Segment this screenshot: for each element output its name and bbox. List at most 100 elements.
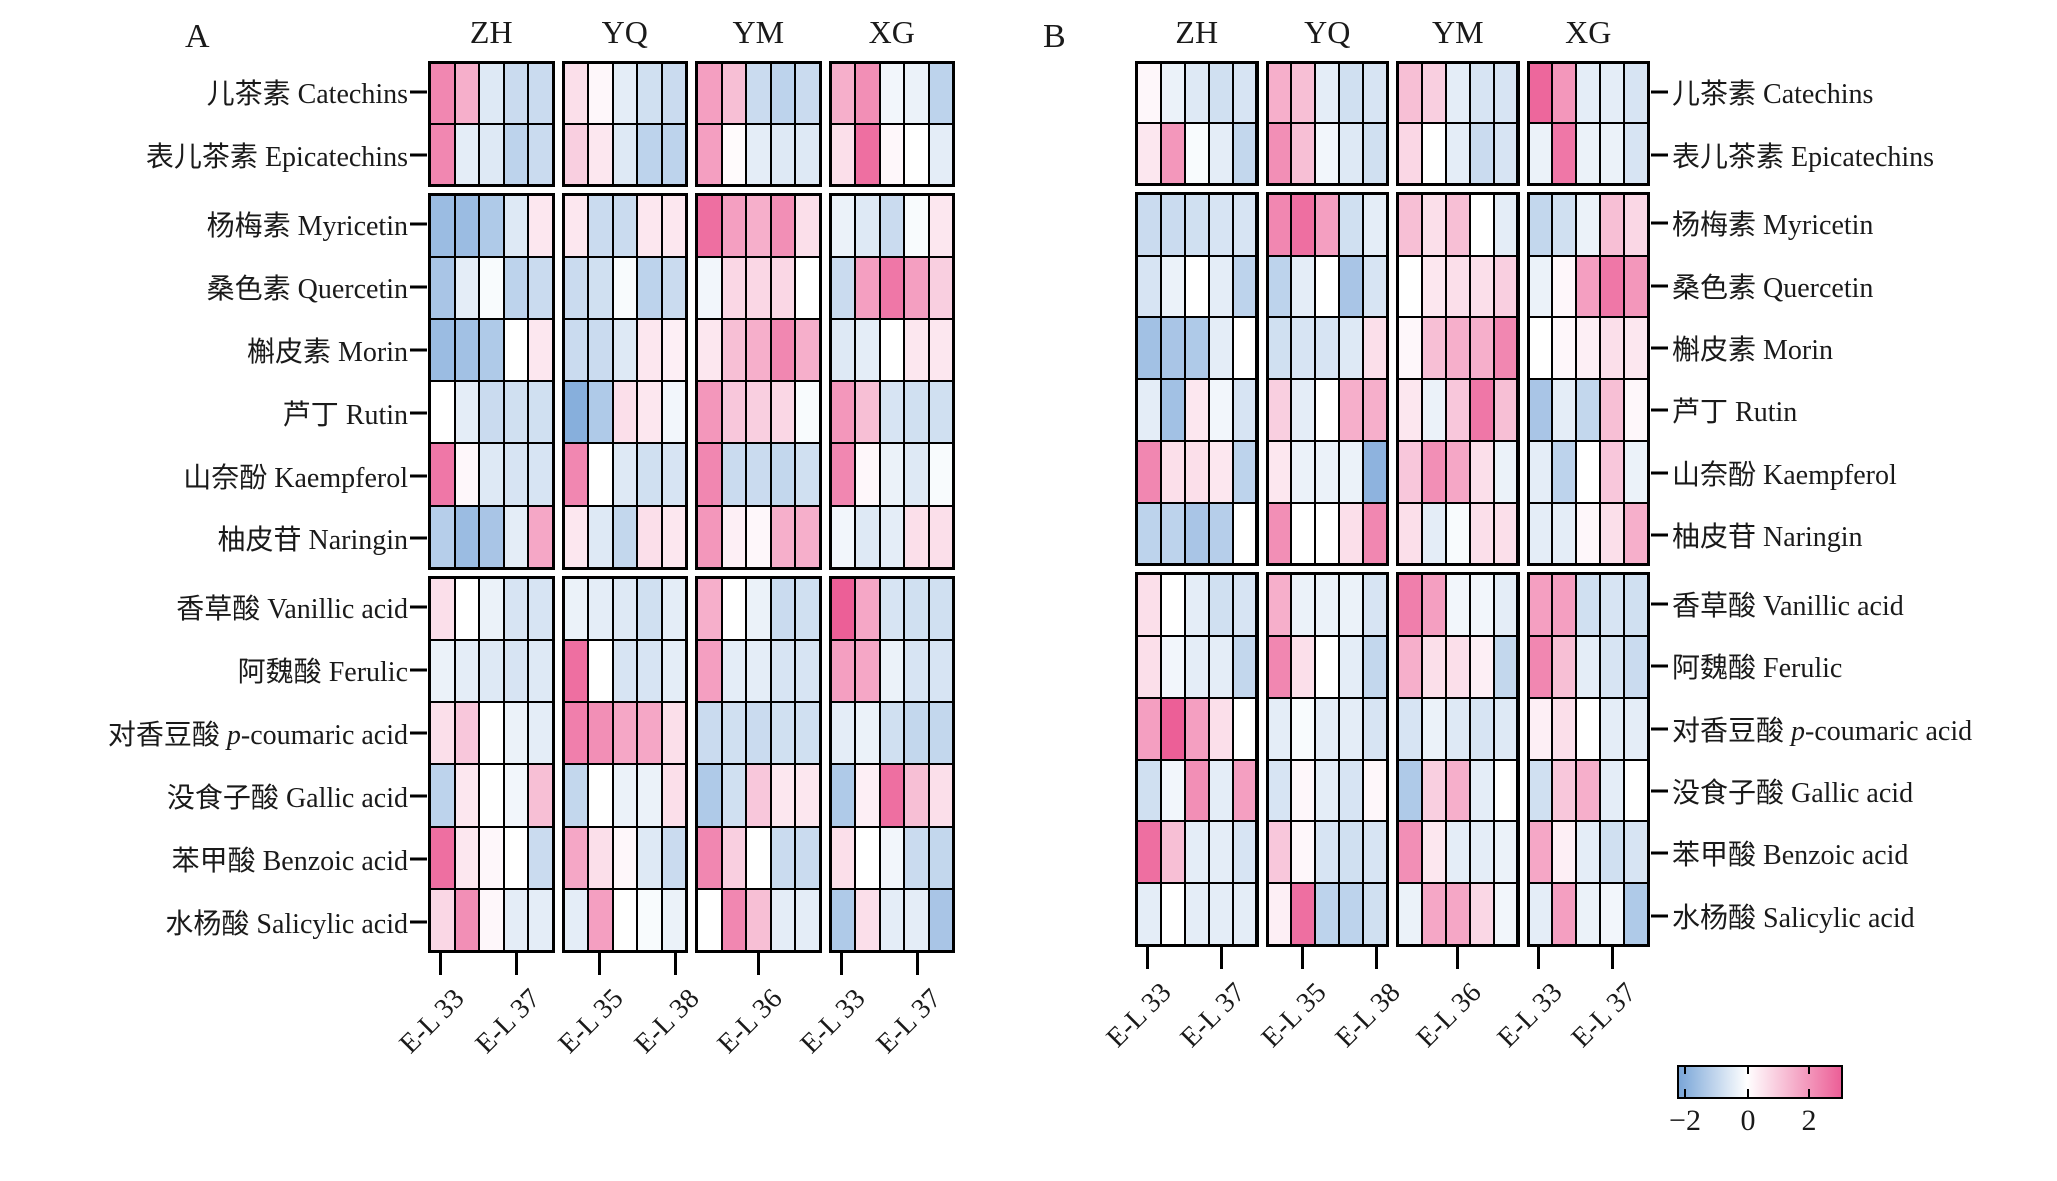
heatmap-cell [746,63,771,124]
heatmap-cell [1160,123,1185,184]
heatmap-cell [1315,379,1340,441]
row-label-tick [410,153,427,157]
heatmap-cell [1232,123,1257,184]
heatmap-cell [879,319,904,382]
heatmap-block [695,192,822,570]
heatmap-cell [1160,255,1185,318]
heatmap-cell [661,764,686,827]
colorbar-label-zero: 0 [1740,1104,1756,1137]
heatmap-cell [721,505,746,568]
heatmap-cell [454,319,479,382]
row-label-vanillic-acid: 香草酸 Vanillic acid [176,594,408,626]
heatmap-cell [1600,317,1625,380]
x-axis-label: E-L 33 [1492,977,1569,1054]
heatmap-cell [1339,317,1364,380]
heatmap-cell [637,443,662,506]
heatmap-cell [1398,63,1422,124]
heatmap-cell [1160,502,1185,565]
heatmap-cell [721,194,746,257]
heatmap-cell [1267,759,1292,822]
heatmap-cell [1267,697,1292,760]
heatmap-cell [1363,636,1387,698]
heatmap-cell [795,63,820,124]
row-label-salicylic-acid: 水杨酸 Salicylic acid [165,908,408,940]
heatmap-cell [430,123,455,185]
heatmap-cell [1445,759,1470,822]
heatmap-cell [1576,63,1601,124]
heatmap-cell [661,194,686,257]
heatmap-cell [1469,255,1494,318]
x-axis-label: E-L 37 [1566,977,1643,1054]
heatmap-cell [528,256,553,320]
heatmap-cell [746,702,771,765]
heatmap-cell [1493,502,1518,565]
heatmap-cell [830,764,855,827]
row-label-catechins: 儿茶素 Catechins [1672,79,1874,111]
heatmap-cell [770,702,795,765]
heatmap-cell [904,577,929,641]
heatmap-cell [1600,440,1625,503]
heatmap-cell [588,505,613,568]
colorbar-tick [1747,1089,1749,1097]
heatmap-cell [1576,193,1601,256]
heatmap-cell [1528,255,1553,318]
heatmap-cell [697,443,722,506]
x-axis-label: E-L 36 [711,983,789,1060]
heatmap-cell [1421,821,1446,884]
heatmap-cell [503,194,528,257]
row-label-epicatechins: 表儿茶素 Epicatechins [1672,141,1935,173]
heatmap-block [428,61,555,187]
x-axis-tick [1537,947,1541,969]
heatmap-cell [855,702,880,765]
x-axis-tick [673,953,677,975]
row-label-benzoic-acid: 苯甲酸 Benzoic acid [1672,840,1909,872]
heatmap-cell [1339,193,1364,256]
heatmap-cell [879,640,904,703]
heatmap-cell [928,577,953,641]
heatmap-cell [479,764,504,827]
heatmap-cell [661,381,686,444]
heatmap-cell [1232,697,1257,760]
heatmap-cell [770,577,795,641]
heatmap-cell [1208,63,1233,124]
heatmap-cell [479,640,504,703]
row-label-tick [1651,727,1668,730]
heatmap-cell [830,319,855,382]
heatmap-cell [1576,636,1601,698]
heatmap-cell [661,319,686,382]
row-label-tick [410,411,427,415]
heatmap-cell [770,640,795,703]
heatmap-block [1396,191,1520,567]
heatmap-cell [1398,502,1422,565]
heatmap-cell [661,505,686,568]
heatmap-cell [503,443,528,506]
heatmap-cell [1445,574,1470,637]
heatmap-cell [1469,63,1494,124]
heatmap-cell [454,505,479,568]
x-axis-label: E-L 37 [469,983,547,1060]
heatmap-cell [1315,255,1340,318]
heatmap-cell [746,888,771,951]
heatmap-cell [721,888,746,951]
heatmap-cell [563,577,588,641]
heatmap-cell [904,505,929,568]
heatmap-cell [1137,821,1161,884]
heatmap-cell [1600,255,1625,318]
heatmap-cell [1552,502,1577,565]
heatmap-cell [1232,379,1257,441]
heatmap-cell [721,702,746,765]
heatmap-cell [1160,193,1185,256]
heatmap-cell [1137,379,1161,441]
heatmap-cell [612,123,637,185]
heatmap-cell [1137,759,1161,822]
row-label-tick [410,668,427,672]
heatmap-cell [528,443,553,506]
heatmap-cell [904,63,929,124]
heatmap-cell [928,764,953,827]
heatmap-cell [563,764,588,827]
heatmap-cell [855,319,880,382]
heatmap-cell [1291,379,1316,441]
heatmap-cell [721,256,746,320]
heatmap-cell [1208,636,1233,698]
heatmap-cell [1624,63,1648,124]
